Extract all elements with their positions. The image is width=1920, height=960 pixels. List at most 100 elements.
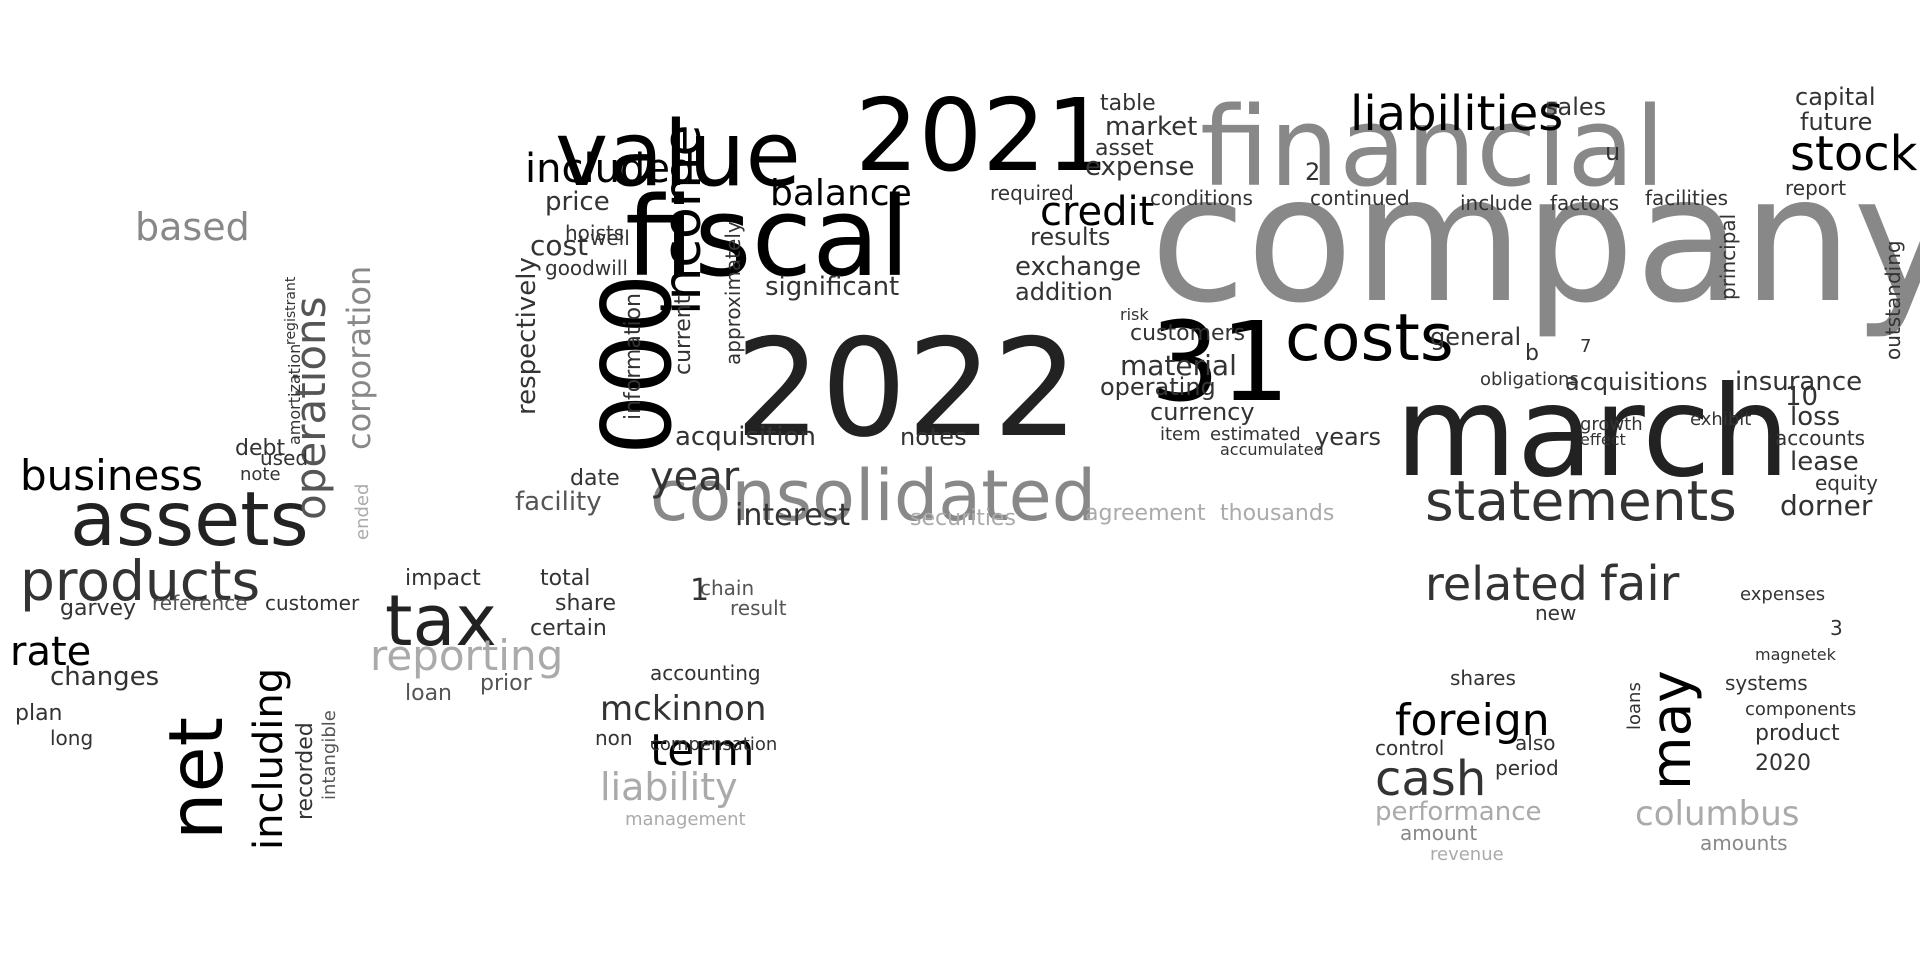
cloud-word: reference (152, 591, 248, 615)
cloud-word: facility (515, 487, 602, 517)
cloud-word: cost (530, 229, 588, 262)
cloud-word: cash (1375, 751, 1486, 807)
cloud-word: business (20, 451, 203, 500)
cloud-word: estimated (1210, 424, 1301, 445)
cloud-word: components (1745, 699, 1856, 720)
cloud-word: stock (1790, 126, 1918, 182)
cloud-word: reporting (370, 631, 563, 680)
cloud-word: chain (700, 576, 754, 600)
cloud-word: net (152, 717, 240, 840)
cloud-word: note (240, 464, 281, 485)
cloud-word: 3 (1830, 616, 1843, 640)
cloud-word: term (650, 725, 755, 776)
cloud-word: sales (1545, 93, 1606, 121)
cloud-word: conditions (1150, 186, 1253, 210)
cloud-word: agreement (1085, 501, 1206, 526)
cloud-word: 1 (690, 573, 709, 608)
cloud-word: magnetek (1755, 645, 1837, 664)
cloud-word: well (590, 226, 630, 250)
cloud-word: market (1105, 112, 1197, 142)
cloud-word: years (1315, 423, 1381, 451)
cloud-word: income (653, 125, 713, 315)
cloud-word: approximately (721, 221, 745, 365)
cloud-word: expense (1085, 152, 1194, 182)
cloud-word: systems (1725, 671, 1808, 695)
cloud-word: growth (1580, 414, 1643, 435)
cloud-word: total (540, 566, 590, 591)
cloud-word: amounts (1700, 831, 1788, 855)
cloud-word: information (621, 293, 646, 420)
cloud-word: control (1375, 736, 1444, 760)
cloud-word: march (1395, 360, 1790, 505)
cloud-word: interest (735, 498, 850, 533)
cloud-word: equity (1815, 471, 1878, 495)
cloud-word: u (1605, 138, 1620, 166)
cloud-word: report (1785, 176, 1846, 200)
cloud-word: continued (1310, 186, 1410, 210)
cloud-word: credit (1040, 189, 1154, 235)
cloud-word: corporation (340, 266, 378, 450)
cloud-word: management (625, 809, 746, 830)
cloud-word: risk (1120, 305, 1149, 324)
cloud-word: item (1160, 424, 1201, 445)
cloud-word: facilities (1645, 186, 1728, 210)
cloud-word: result (730, 596, 787, 620)
cloud-word: loss (1790, 402, 1840, 432)
cloud-word: balance (770, 173, 912, 214)
cloud-word: accumulated (1220, 440, 1324, 459)
cloud-word: asset (1095, 136, 1154, 161)
cloud-word: consolidated (650, 455, 1096, 537)
cloud-word: 7 (1580, 336, 1591, 357)
cloud-word: price (545, 187, 610, 217)
cloud-word: 2 (1305, 158, 1320, 186)
cloud-word: table (1100, 91, 1156, 116)
cloud-word: performance (1375, 797, 1542, 827)
cloud-word: liability (600, 765, 738, 809)
cloud-word: financial (1200, 83, 1665, 211)
cloud-word: columbus (1635, 794, 1799, 834)
cloud-word: tax (385, 580, 497, 662)
cloud-word: current (671, 295, 696, 375)
cloud-word: dorner (1780, 489, 1873, 522)
cloud-word: 2022 (735, 310, 1079, 467)
cloud-word: assets (70, 475, 309, 563)
cloud-word: based (135, 205, 250, 249)
cloud-word: rate (10, 629, 91, 675)
cloud-word: mckinnon (600, 689, 766, 729)
cloud-word: fair (1600, 556, 1680, 612)
cloud-word: revenue (1430, 844, 1504, 865)
cloud-word: statements (1425, 469, 1737, 533)
cloud-word: future (1800, 108, 1872, 136)
cloud-word: amount (1400, 821, 1477, 845)
cloud-word: results (1030, 223, 1110, 251)
cloud-word: product (1755, 721, 1840, 746)
cloud-word: debt (235, 436, 285, 461)
cloud-word: required (990, 181, 1074, 205)
cloud-word: obligations (1480, 369, 1579, 390)
cloud-word: hoists (565, 221, 624, 245)
cloud-word: respectively (512, 257, 542, 415)
cloud-word: accounts (1775, 426, 1865, 450)
cloud-word: registrant (283, 276, 299, 345)
cloud-word: outstanding (1881, 240, 1905, 360)
cloud-word: general (1430, 323, 1521, 351)
cloud-word: value (555, 102, 801, 207)
cloud-word: expenses (1740, 584, 1825, 605)
cloud-word: goodwill (545, 256, 628, 280)
word-cloud-words: companyfinancialfiscal20222021march31val… (10, 77, 1920, 865)
cloud-word: company (1150, 139, 1920, 342)
cloud-word: compensation (650, 734, 777, 755)
cloud-word: intangible (319, 710, 340, 800)
cloud-word: principal (1716, 214, 1740, 300)
cloud-word: factors (1550, 191, 1619, 215)
cloud-word: also (1515, 731, 1555, 755)
cloud-word: date (570, 466, 620, 491)
cloud-word: share (555, 591, 616, 616)
cloud-word: shares (1450, 666, 1516, 690)
cloud-word: material (1120, 349, 1237, 382)
cloud-word: prior (480, 671, 533, 696)
cloud-word: 31 (1150, 298, 1290, 426)
cloud-word: impact (405, 566, 481, 591)
cloud-word: customers (1130, 321, 1245, 346)
